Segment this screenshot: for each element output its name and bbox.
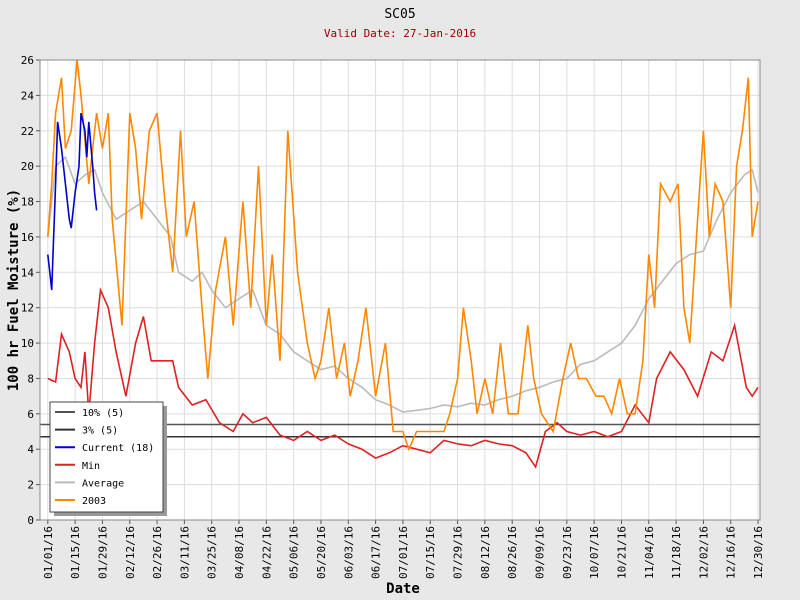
y-tick-label: 6 [27, 408, 34, 421]
y-tick-label: 18 [21, 196, 34, 209]
x-tick-label: 11/04/16 [643, 526, 656, 579]
x-tick-label: 11/18/16 [670, 526, 683, 579]
x-tick-label: 06/17/16 [370, 526, 383, 579]
legend-label: 2003 [82, 496, 106, 507]
y-tick-label: 22 [21, 125, 34, 138]
x-tick-label: 01/15/16 [69, 526, 82, 579]
series-line [47, 59, 759, 452]
x-tick-label: 04/22/16 [260, 526, 273, 579]
x-tick-label: 12/16/16 [725, 526, 738, 579]
legend-label: 10% (5) [82, 408, 124, 419]
series-line [47, 112, 98, 291]
y-tick-label: 20 [21, 160, 34, 173]
y-tick-label: 2 [27, 479, 34, 492]
x-tick-label: 07/15/16 [424, 526, 437, 579]
legend-box [49, 401, 164, 513]
x-tick-label: 01/29/16 [96, 526, 109, 579]
y-tick-label: 14 [21, 266, 35, 279]
y-tick-label: 24 [21, 89, 35, 102]
x-tick-label: 05/06/16 [288, 526, 301, 579]
y-tick-label: 12 [21, 302, 34, 315]
legend-label: Average [82, 478, 124, 489]
x-tick-label: 07/01/16 [397, 526, 410, 579]
legend-label: Min [82, 461, 100, 472]
y-tick-label: 0 [27, 514, 34, 527]
y-tick-label: 4 [27, 443, 34, 456]
x-tick-label: 02/12/16 [124, 526, 137, 579]
x-tick-label: 04/08/16 [233, 526, 246, 579]
x-tick-label: 10/07/16 [588, 526, 601, 579]
x-tick-label: 05/20/16 [315, 526, 328, 579]
x-tick-label: 02/26/16 [151, 526, 164, 579]
legend-label: 3% (5) [82, 426, 118, 437]
chart-title: SC05 [384, 7, 415, 22]
y-tick-label: 10 [21, 337, 34, 350]
y-tick-label: 8 [27, 372, 34, 385]
x-tick-label: 06/03/16 [342, 526, 355, 579]
x-tick-label: 01/01/16 [42, 526, 55, 579]
y-tick-label: 26 [21, 54, 34, 67]
x-tick-label: 09/09/16 [534, 526, 547, 579]
x-tick-label: 12/30/16 [752, 526, 765, 579]
x-axis-label: Date [386, 581, 420, 597]
x-tick-label: 08/12/16 [479, 526, 492, 579]
x-tick-label: 03/25/16 [206, 526, 219, 579]
x-tick-label: 07/29/16 [452, 526, 465, 579]
series-line [47, 155, 759, 413]
x-tick-label: 09/23/16 [561, 526, 574, 579]
x-tick-label: 08/26/16 [506, 526, 519, 579]
chart-subtitle: Valid Date: 27-Jan-2016 [324, 27, 476, 40]
plot-border [39, 59, 761, 521]
x-tick-label: 12/02/16 [697, 526, 710, 579]
series-line [47, 286, 759, 469]
y-axis-label: 100 hr Fuel Moisture (%) [6, 189, 22, 391]
x-tick-label: 10/21/16 [615, 526, 628, 579]
legend-label: Current (18) [82, 443, 154, 454]
y-tick-label: 16 [21, 231, 34, 244]
x-tick-label: 03/11/16 [178, 526, 191, 579]
